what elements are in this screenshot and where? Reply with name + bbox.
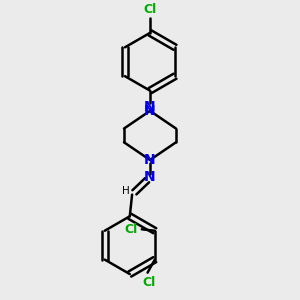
Text: Cl: Cl [143,2,157,16]
Text: N: N [144,170,156,184]
Text: Cl: Cl [142,276,156,290]
Text: Cl: Cl [125,223,138,236]
Text: N: N [144,153,156,167]
Text: N: N [144,104,156,118]
Text: H: H [122,186,130,196]
Text: N: N [144,100,156,113]
